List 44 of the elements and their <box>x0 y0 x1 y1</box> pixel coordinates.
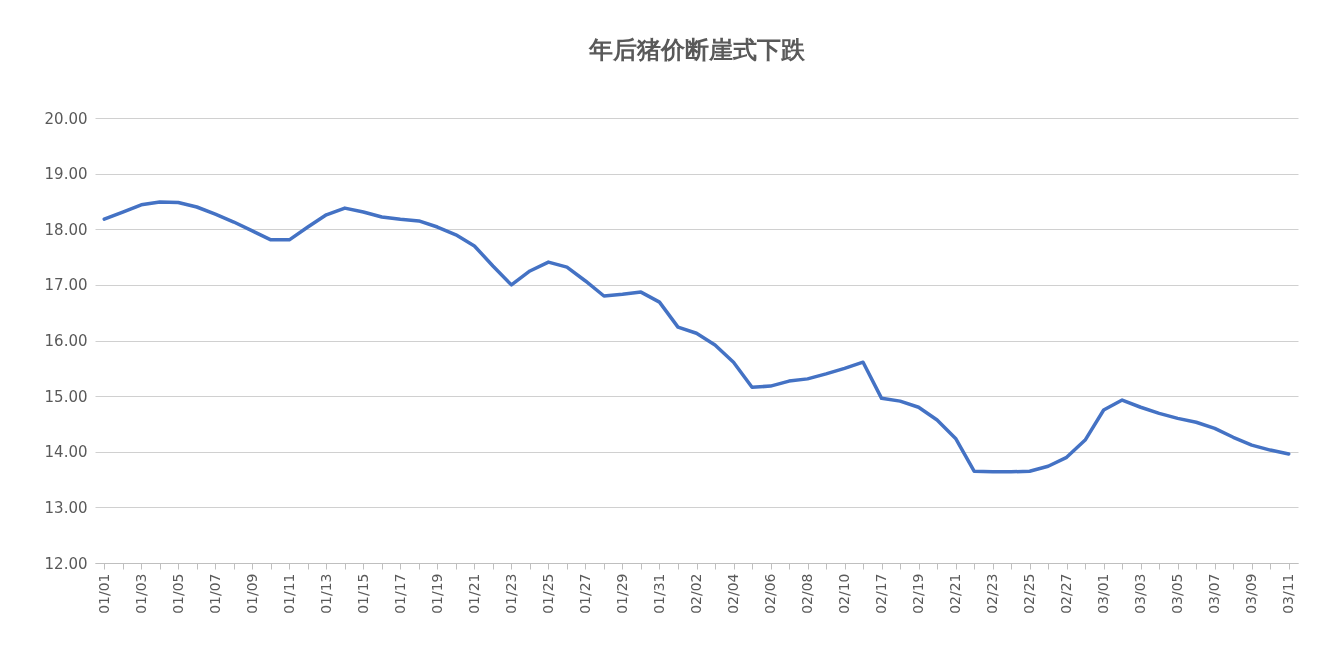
y-tick-label: 15.00 <box>44 387 88 406</box>
y-tick-label: 17.00 <box>44 276 88 295</box>
x-tick-label: 01/15 <box>354 573 371 614</box>
x-tick-label: 02/02 <box>688 573 704 614</box>
x-tick-label: 02/19 <box>910 573 927 614</box>
x-tick-label: 02/10 <box>836 573 853 614</box>
x-tick-label: 01/03 <box>132 573 149 614</box>
x-tick-label: 02/23 <box>984 573 1001 614</box>
x-tick-label: 02/21 <box>947 573 964 614</box>
y-tick-label: 16.00 <box>44 332 88 350</box>
x-tick-label: 02/04 <box>725 573 742 614</box>
x-tick-label: 03/07 <box>1206 573 1223 614</box>
x-tick-label: 02/08 <box>799 573 816 614</box>
chart-title: 年后猪价断崖式下跌 <box>587 36 806 64</box>
x-tick-label: 01/25 <box>539 573 556 614</box>
x-tick-label: 01/09 <box>243 573 260 614</box>
x-tick-label: 03/01 <box>1095 573 1112 614</box>
x-tick-label: 02/17 <box>873 573 890 614</box>
x-tick-label: 01/31 <box>650 573 667 614</box>
y-tick-label: 20.00 <box>44 109 88 128</box>
y-tick-label: 13.00 <box>44 498 88 517</box>
x-tick-label: 02/25 <box>1021 573 1038 614</box>
x-tick-label: 01/17 <box>391 573 408 614</box>
x-tick-label: 01/21 <box>465 573 482 614</box>
x-tick-label: 03/05 <box>1169 573 1186 614</box>
x-tick-label: 01/27 <box>576 573 593 614</box>
x-tick-label: 01/29 <box>613 573 630 614</box>
y-tick-label: 14.00 <box>44 443 88 462</box>
x-tick-label: 02/27 <box>1058 573 1075 614</box>
x-tick-label: 03/09 <box>1243 573 1260 614</box>
x-tick-label: 01/05 <box>169 573 186 614</box>
x-tick-label: 01/19 <box>428 573 445 614</box>
x-tick-label: 02/06 <box>762 573 779 614</box>
y-tick-label: 18.00 <box>44 220 88 239</box>
line-series <box>102 200 1291 474</box>
x-tick-label: 01/07 <box>206 573 223 614</box>
y-tick-label: 12.00 <box>44 554 88 573</box>
x-tick-label: 03/11 <box>1280 573 1297 614</box>
y-tick-label: 19.00 <box>44 165 88 184</box>
x-tick-label: 01/23 <box>502 573 519 614</box>
x-tick-label: 03/03 <box>1132 573 1149 614</box>
x-tick-label: 01/01 <box>95 573 112 614</box>
x-tick-label: 01/13 <box>317 573 334 614</box>
x-tick-label: 01/11 <box>280 573 297 614</box>
